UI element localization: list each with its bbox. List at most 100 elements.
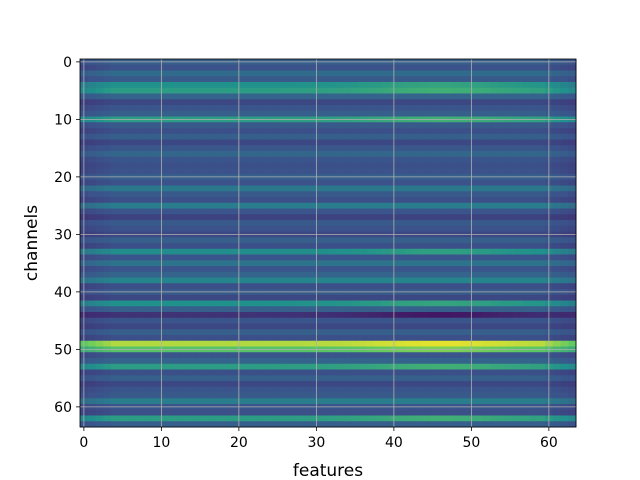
heatmap-cell bbox=[258, 410, 266, 416]
heatmap-cell bbox=[382, 214, 390, 220]
heatmap-cell bbox=[251, 128, 259, 134]
heatmap-cell bbox=[382, 416, 390, 422]
heatmap-cell bbox=[212, 226, 220, 232]
heatmap-cell bbox=[289, 122, 297, 128]
heatmap-cell bbox=[243, 243, 251, 249]
heatmap-cell bbox=[297, 191, 305, 197]
heatmap-cell bbox=[514, 381, 522, 387]
heatmap-cell bbox=[142, 249, 150, 255]
heatmap-cell bbox=[406, 318, 414, 324]
heatmap-cell bbox=[460, 197, 468, 203]
heatmap-cell bbox=[382, 421, 390, 427]
heatmap-cell bbox=[328, 410, 336, 416]
heatmap-cell bbox=[212, 370, 220, 376]
heatmap-cell bbox=[142, 157, 150, 163]
heatmap-cell bbox=[227, 410, 235, 416]
heatmap-cell bbox=[212, 393, 220, 399]
heatmap-cell bbox=[297, 249, 305, 255]
heatmap-cell bbox=[266, 324, 274, 330]
heatmap-cell bbox=[421, 157, 429, 163]
heatmap-cell bbox=[127, 398, 135, 404]
heatmap-cell bbox=[282, 341, 290, 347]
heatmap-cell bbox=[499, 260, 507, 266]
heatmap-cell bbox=[367, 341, 375, 347]
heatmap-cell bbox=[506, 306, 514, 312]
heatmap-cell bbox=[289, 157, 297, 163]
heatmap-cell bbox=[111, 65, 119, 71]
heatmap-cell bbox=[421, 335, 429, 341]
heatmap-cell bbox=[274, 88, 282, 94]
heatmap-cell bbox=[297, 151, 305, 157]
heatmap-cell bbox=[320, 393, 328, 399]
heatmap-cell bbox=[251, 335, 259, 341]
heatmap-cell bbox=[351, 82, 359, 88]
heatmap-cell bbox=[142, 186, 150, 192]
heatmap-cell bbox=[483, 352, 491, 358]
heatmap-cell bbox=[227, 393, 235, 399]
heatmap-cell bbox=[119, 134, 127, 140]
heatmap-cell bbox=[258, 266, 266, 272]
heatmap-cell bbox=[406, 278, 414, 284]
heatmap-cell bbox=[444, 197, 452, 203]
heatmap-cell bbox=[150, 410, 158, 416]
heatmap-cell bbox=[553, 82, 561, 88]
heatmap-cell bbox=[220, 306, 228, 312]
heatmap-cell bbox=[483, 128, 491, 134]
heatmap-cell bbox=[336, 421, 344, 427]
heatmap-cell bbox=[328, 65, 336, 71]
heatmap-cell bbox=[189, 272, 197, 278]
heatmap-cell bbox=[274, 76, 282, 82]
heatmap-cell bbox=[491, 71, 499, 77]
heatmap-cell bbox=[204, 243, 212, 249]
heatmap-cell bbox=[212, 364, 220, 370]
heatmap-cell bbox=[375, 157, 383, 163]
heatmap-cell bbox=[406, 209, 414, 215]
heatmap-cell bbox=[460, 105, 468, 111]
heatmap-cell bbox=[506, 157, 514, 163]
heatmap-cell bbox=[165, 168, 173, 174]
heatmap-cell bbox=[499, 134, 507, 140]
heatmap-cell bbox=[367, 335, 375, 341]
heatmap-cell bbox=[282, 398, 290, 404]
heatmap-cell bbox=[297, 163, 305, 169]
heatmap-cell bbox=[297, 295, 305, 301]
heatmap-cell bbox=[274, 71, 282, 77]
heatmap-cell bbox=[537, 387, 545, 393]
heatmap-cell bbox=[103, 111, 111, 117]
heatmap-cell bbox=[243, 393, 251, 399]
heatmap-cell bbox=[227, 249, 235, 255]
heatmap-cell bbox=[181, 398, 189, 404]
heatmap-cell bbox=[111, 260, 119, 266]
heatmap-cell bbox=[282, 324, 290, 330]
heatmap-cell bbox=[421, 209, 429, 215]
heatmap-cell bbox=[398, 122, 406, 128]
heatmap-cell bbox=[429, 421, 437, 427]
heatmap-cell bbox=[491, 375, 499, 381]
heatmap-cell bbox=[103, 375, 111, 381]
heatmap-cell bbox=[320, 237, 328, 243]
heatmap-cell bbox=[499, 370, 507, 376]
heatmap-cell bbox=[204, 272, 212, 278]
heatmap-cell bbox=[251, 416, 259, 422]
heatmap-cell bbox=[429, 128, 437, 134]
heatmap-cell bbox=[429, 203, 437, 209]
heatmap-cell bbox=[506, 260, 514, 266]
heatmap-cell bbox=[227, 398, 235, 404]
heatmap-cell bbox=[553, 358, 561, 364]
heatmap-cell bbox=[537, 278, 545, 284]
heatmap-cell bbox=[553, 163, 561, 169]
heatmap-cell bbox=[336, 180, 344, 186]
heatmap-cell bbox=[212, 243, 220, 249]
heatmap-cell bbox=[134, 243, 142, 249]
heatmap-cell bbox=[336, 237, 344, 243]
heatmap-cell bbox=[514, 272, 522, 278]
heatmap-cell bbox=[127, 134, 135, 140]
heatmap-cell bbox=[150, 272, 158, 278]
heatmap-cell bbox=[328, 324, 336, 330]
heatmap-cell bbox=[344, 243, 352, 249]
heatmap-cell bbox=[367, 312, 375, 318]
heatmap-cell bbox=[382, 99, 390, 105]
heatmap-cell bbox=[96, 128, 104, 134]
heatmap-cell bbox=[483, 203, 491, 209]
heatmap-cell bbox=[111, 71, 119, 77]
